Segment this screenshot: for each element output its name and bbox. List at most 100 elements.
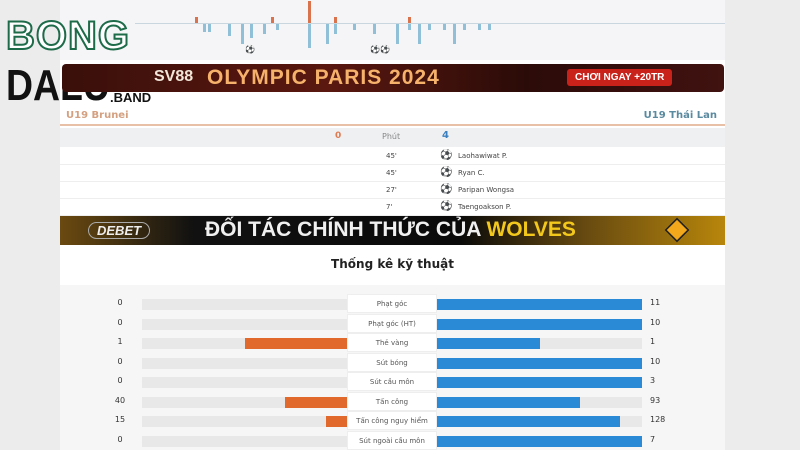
goal-minute: 27' <box>386 186 397 194</box>
home-bar <box>285 396 347 408</box>
home-score: 0 <box>335 131 342 141</box>
timeline-event-bar <box>263 24 266 34</box>
sv88-banner[interactable]: SV88 OLYMPIC PARIS 2024 CHƠI NGAY +20TR <box>62 64 724 92</box>
home-value: 0 <box>117 317 123 327</box>
timeline-event-bar <box>276 24 279 30</box>
football-icon: ⚽ <box>440 184 453 195</box>
banner-cta[interactable]: CHƠI NGAY +20TR <box>567 69 673 86</box>
timeline-event-bar <box>271 17 274 23</box>
banner-highlight: WOLVES <box>486 218 576 241</box>
timeline-event-bar <box>396 24 399 44</box>
away-bar-track <box>437 377 642 388</box>
stat-row: 0 Phạt góc 11 <box>60 294 725 313</box>
timeline-event-bar <box>195 17 198 23</box>
timeline-event-bar <box>453 24 456 44</box>
banner-brand: DEBET <box>88 222 151 239</box>
football-icon: ⚽ <box>440 201 453 212</box>
timeline-event-bar <box>308 1 311 23</box>
stat-row: 0 Sút ngoài cầu môn 7 <box>60 430 725 450</box>
away-bar-track <box>437 338 642 349</box>
goal-scorer[interactable]: Paripan Wongsa <box>458 186 515 194</box>
home-value: 0 <box>117 434 123 444</box>
goal-scorer[interactable]: Taengoakson P. <box>458 203 512 211</box>
away-bar <box>437 435 642 447</box>
home-value: 1 <box>117 337 123 346</box>
stat-row: 40 Tấn công 93 <box>60 391 725 411</box>
home-bar-track <box>142 416 347 427</box>
logo-suffix: .BAND <box>110 90 152 105</box>
away-bar <box>437 299 642 310</box>
away-value: 3 <box>650 376 656 385</box>
stat-row: 1 Thẻ vàng 1 <box>60 333 725 352</box>
home-bar-track <box>142 357 347 369</box>
timeline-event-bar <box>334 24 337 34</box>
stat-row: 0 Sút bóng 10 <box>60 352 725 372</box>
goal-marker-icon: ⚽⚽ <box>370 45 390 54</box>
debet-banner[interactable]: DEBET ĐỐI TÁC CHÍNH THỨC CỦA WOLVES <box>60 216 725 245</box>
stat-label: Sút bóng <box>347 352 437 372</box>
home-team[interactable]: U19 Brunei <box>66 110 129 121</box>
timeline-event-bar <box>228 24 231 36</box>
teams-row: U19 Brunei U19 Thái Lan <box>60 106 725 126</box>
logo-line1: BONG <box>5 13 130 59</box>
site-logo[interactable]: BONG DALU .BAND <box>5 13 156 108</box>
away-bar <box>437 318 642 330</box>
home-value: 0 <box>117 298 123 307</box>
timeline-event-bar <box>408 17 411 23</box>
away-bar-track <box>437 416 642 427</box>
home-value: 0 <box>117 376 123 385</box>
away-team[interactable]: U19 Thái Lan <box>643 110 717 121</box>
goal-scorer[interactable]: Ryan C. <box>458 169 485 177</box>
away-value: 10 <box>650 317 661 327</box>
timeline-event-bar <box>463 24 466 30</box>
away-value: 10 <box>650 356 661 366</box>
stat-label: Tấn công <box>347 391 437 411</box>
timeline-event-bar <box>428 24 431 30</box>
goal-scorer[interactable]: Laohawiwat P. <box>458 152 508 160</box>
away-value: 1 <box>650 337 656 346</box>
goal-row: 45' ⚽ Laohawiwat P. <box>60 148 725 165</box>
home-bar-track <box>142 338 347 349</box>
timeline-event-bar <box>373 24 376 34</box>
banner-headline: ĐỐI TÁC CHÍNH THỨC CỦA <box>205 218 481 241</box>
home-value: 15 <box>114 415 126 424</box>
goal-marker-icon: ⚽ <box>245 45 255 54</box>
timeline-event-bar <box>418 24 421 44</box>
football-icon: ⚽ <box>440 150 453 161</box>
timeline-event-bar <box>326 24 329 44</box>
goal-minute: 45' <box>386 169 397 177</box>
away-value: 128 <box>650 415 666 424</box>
away-bar <box>437 357 642 369</box>
minute-label: Phút <box>382 132 401 141</box>
stat-row: 0 Sút cầu môn 3 <box>60 372 725 391</box>
goal-row: 27' ⚽ Paripan Wongsa <box>60 182 725 199</box>
home-bar <box>244 338 347 349</box>
away-value: 11 <box>650 298 661 307</box>
stat-label: Phạt góc <box>347 294 437 313</box>
goal-minute: 45' <box>386 152 397 160</box>
stat-label: Sút cầu môn <box>347 372 437 391</box>
timeline-event-bar <box>308 24 311 48</box>
away-value: 93 <box>650 395 661 405</box>
home-bar-track <box>142 318 347 330</box>
away-score: 4 <box>442 130 449 141</box>
timeline-event-bar <box>250 24 253 38</box>
home-value: 0 <box>117 356 123 366</box>
banner-brand: SV88 <box>154 68 194 85</box>
stat-label: Tấn công nguy hiểm <box>347 411 437 430</box>
stat-row: 0 Phạt góc (HT) 10 <box>60 313 725 333</box>
score-header: 0 Phút 4 <box>60 128 725 147</box>
timeline-event-bar <box>478 24 481 30</box>
stat-label: Phạt góc (HT) <box>347 313 437 333</box>
timeline-event-bar <box>203 24 206 32</box>
stats-table: 0 Phạt góc 11 0 Phạt góc (HT) 10 1 Thẻ v… <box>60 285 725 450</box>
timeline-event-bar <box>488 24 491 30</box>
home-bar-track <box>142 396 347 408</box>
timeline-event-bar <box>241 24 244 44</box>
away-bar-track <box>437 318 642 330</box>
away-value: 7 <box>650 434 656 444</box>
timeline-event-bar <box>443 24 446 30</box>
away-bar <box>437 377 642 388</box>
home-bar-track <box>142 435 347 447</box>
away-bar <box>437 396 581 408</box>
